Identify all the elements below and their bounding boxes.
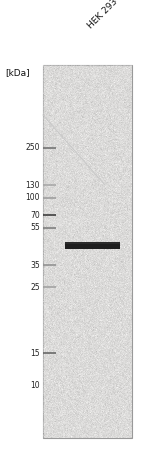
Bar [65,241,120,249]
Bar [65,241,120,244]
Bar [43,65,132,438]
Text: 100: 100 [26,193,40,202]
Text: 10: 10 [30,381,40,390]
Text: 70: 70 [30,211,40,220]
Text: 15: 15 [30,349,40,358]
Text: HEK 293: HEK 293 [86,0,119,30]
Text: 35: 35 [30,261,40,270]
Text: 130: 130 [26,180,40,189]
Text: 250: 250 [26,143,40,152]
Text: 55: 55 [30,224,40,233]
Text: 25: 25 [30,282,40,291]
Text: [kDa]: [kDa] [5,68,30,77]
